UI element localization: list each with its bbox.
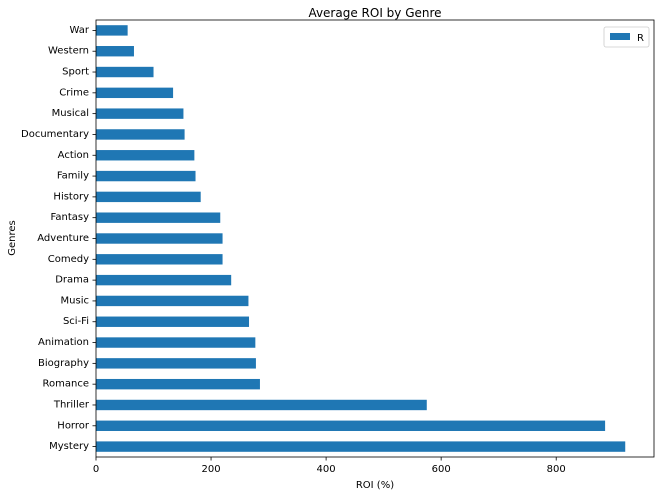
x-tick-label: 600 <box>432 464 451 475</box>
x-tick-label: 400 <box>317 464 336 475</box>
legend-label-r: R <box>637 33 644 44</box>
bar-western <box>96 46 134 57</box>
y-tick-label: Fantasy <box>51 212 90 223</box>
bars-group <box>96 25 626 452</box>
y-tick-label: Western <box>48 46 89 57</box>
x-axis-label: ROI (%) <box>356 480 394 491</box>
y-tick-label: Romance <box>43 379 89 390</box>
y-tick-label: Drama <box>55 275 89 286</box>
y-tick-label: Documentary <box>21 129 89 140</box>
bar-comedy <box>96 254 223 265</box>
y-tick-label: Mystery <box>49 441 89 452</box>
y-tick-label: Sci-Fi <box>63 316 89 327</box>
bar-thriller <box>96 399 427 411</box>
x-tick-label: 0 <box>93 464 99 475</box>
y-tick-label: Thriller <box>53 399 90 410</box>
bar-action <box>96 150 195 161</box>
y-tick-label: Sport <box>62 67 89 78</box>
y-axis-label: Genres <box>7 220 18 256</box>
x-tick-label: 200 <box>202 464 221 475</box>
y-tick-label: Adventure <box>37 233 89 244</box>
bar-sci-fi <box>96 316 250 327</box>
plot-frame <box>95 19 655 458</box>
x-tick-label: 800 <box>547 464 566 475</box>
bar-fantasy <box>96 212 221 223</box>
bar-history <box>96 191 201 203</box>
bar-romance <box>96 378 260 390</box>
bar-crime <box>96 87 174 99</box>
x-axis-ticks: 0 200 400 600 800 <box>93 457 566 475</box>
legend: R <box>603 26 650 48</box>
bar-music <box>96 295 249 307</box>
bar-documentary <box>96 129 185 140</box>
y-tick-label: Biography <box>38 358 89 369</box>
bar-war <box>96 25 128 36</box>
y-tick-label: Family <box>57 171 89 182</box>
y-tick-label: Music <box>61 295 89 306</box>
bar-animation <box>96 337 256 348</box>
bar-biography <box>96 358 256 369</box>
y-tick-label: Action <box>58 150 89 161</box>
bar-drama <box>96 274 232 286</box>
y-tick-label: Horror <box>57 420 90 431</box>
y-tick-label: Crime <box>59 87 89 98</box>
bar-family <box>96 170 196 182</box>
y-tick-label: Comedy <box>48 254 89 265</box>
legend-swatch-r <box>610 33 630 40</box>
y-tick-label: Animation <box>38 337 89 348</box>
y-tick-label: History <box>53 191 89 202</box>
bar-adventure <box>96 233 223 244</box>
bar-mystery <box>96 441 626 452</box>
y-axis-ticks: Mystery Horror Thriller Romance Biography Ani… <box>21 25 96 452</box>
bar-sport <box>96 66 154 78</box>
y-tick-label: War <box>70 25 90 36</box>
bar-horror <box>96 420 606 431</box>
chart-title: Average ROI by Genre <box>308 6 441 20</box>
y-tick-label: Musical <box>52 108 89 119</box>
bar-musical <box>96 108 184 119</box>
